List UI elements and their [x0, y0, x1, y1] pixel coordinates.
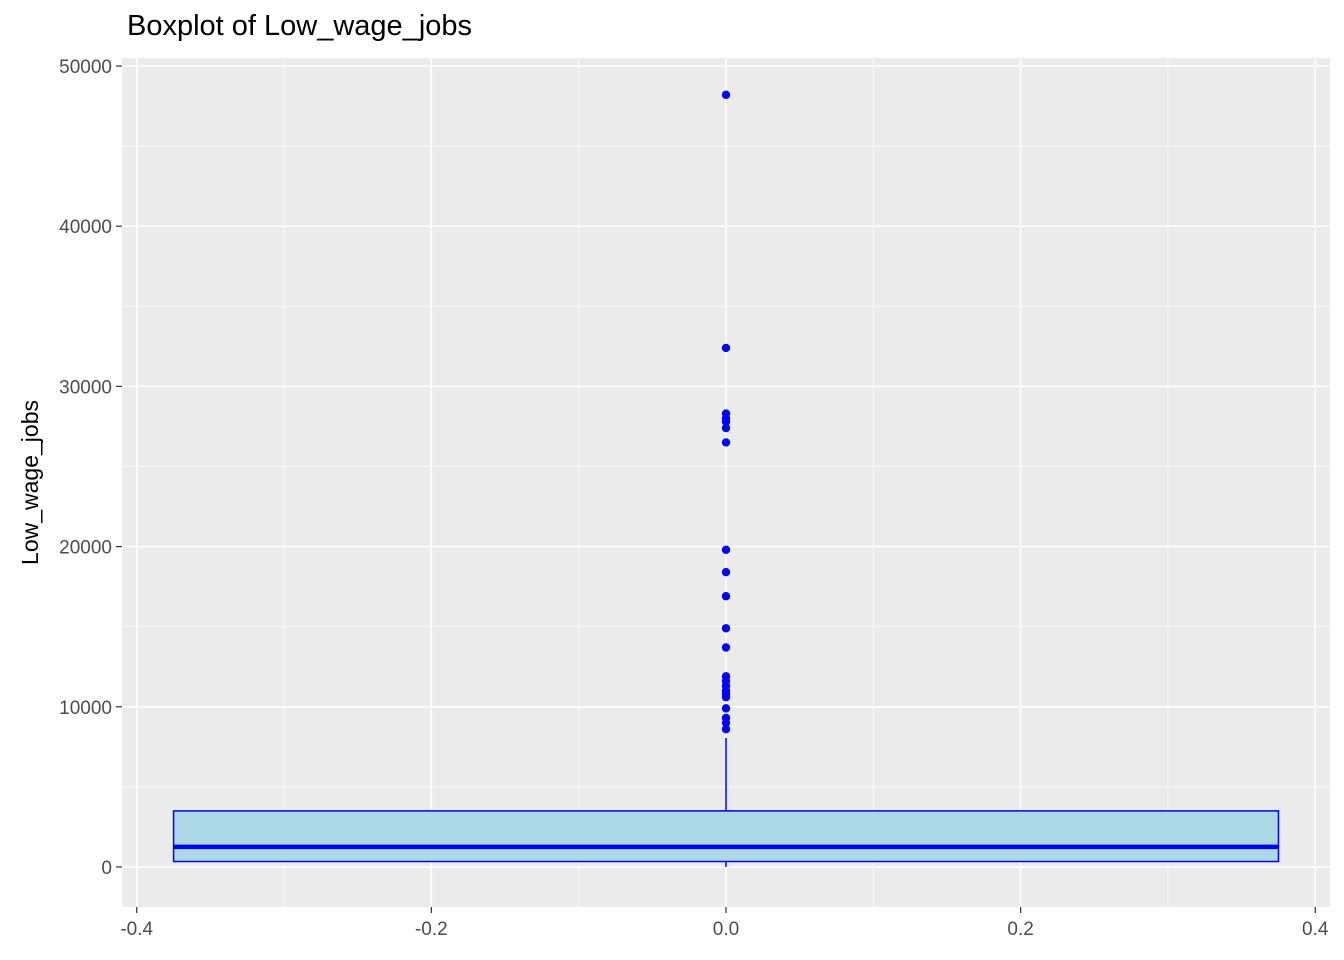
- outlier-point: [721, 343, 731, 353]
- x-tick-label: -0.2: [415, 919, 448, 940]
- outlier-point: [721, 724, 731, 734]
- outlier-point: [721, 545, 731, 554]
- y-tick-label: 40000: [59, 217, 112, 238]
- outlier-point: [721, 624, 731, 633]
- outlier-point: [721, 423, 731, 433]
- outlier-point: [721, 417, 731, 426]
- outlier-point: [721, 718, 731, 727]
- outlier-point: [721, 704, 731, 713]
- chart-title: Boxplot of Low_wage_jobs: [127, 10, 473, 42]
- outlier-point: [721, 592, 731, 601]
- x-tick-label: 0.4: [1302, 919, 1329, 940]
- outlier-point: [721, 438, 731, 447]
- outlier-point: [721, 692, 731, 702]
- y-tick-label: 10000: [59, 698, 112, 719]
- outlier-point: [721, 568, 731, 577]
- x-tick-label: -0.4: [120, 919, 153, 940]
- y-axis-title: Low_wage_jobs: [17, 400, 43, 565]
- x-tick-label: 0.2: [1007, 919, 1033, 940]
- outlier-point: [721, 90, 731, 100]
- y-tick-label: 0: [101, 858, 112, 879]
- y-tick-label: 30000: [59, 377, 112, 398]
- y-tick-label: 20000: [59, 538, 112, 559]
- box-iqr: [172, 810, 1280, 863]
- y-tick-label: 50000: [59, 57, 112, 78]
- outlier-point: [721, 643, 731, 652]
- x-tick-label: 0.0: [713, 919, 739, 940]
